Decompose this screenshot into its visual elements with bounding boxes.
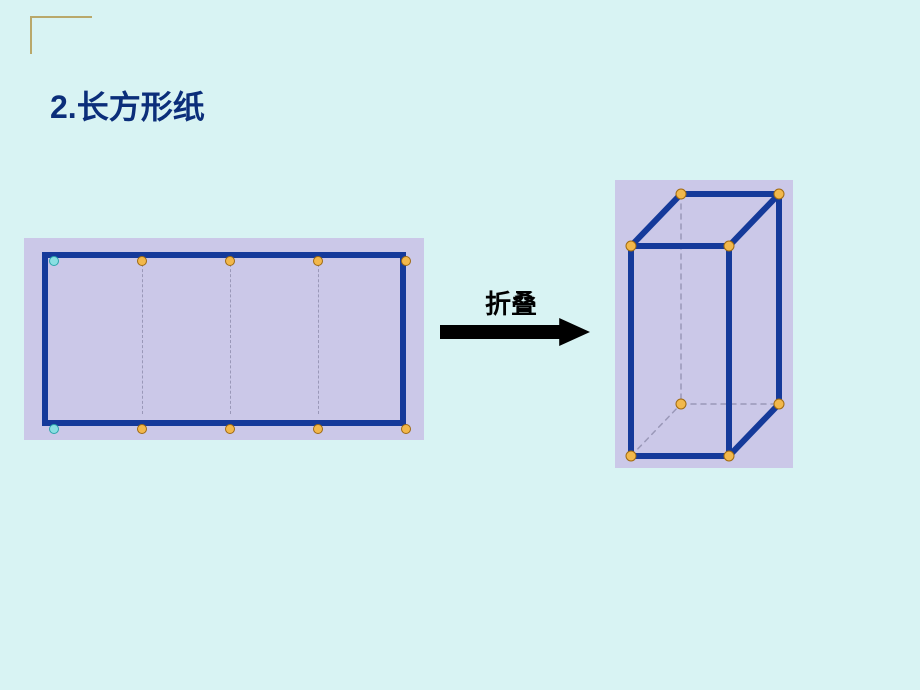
fold-line — [318, 264, 319, 414]
vertex-dot — [137, 256, 147, 266]
slide-root: 2.长方形纸 折叠 — [0, 0, 920, 690]
vertex-dot — [401, 256, 411, 266]
vertex-dot — [313, 424, 323, 434]
cuboid-svg — [615, 180, 793, 468]
vertex-dot — [313, 256, 323, 266]
vertex-dot — [401, 424, 411, 434]
flat-paper-rect — [42, 252, 406, 426]
slide-corner-mark — [30, 16, 92, 54]
fold-arrow: 折叠 — [440, 318, 590, 346]
fold-line — [142, 264, 143, 414]
fold-arrow-label: 折叠 — [485, 284, 537, 321]
vertex-dot — [137, 424, 147, 434]
vertex-dot — [225, 256, 235, 266]
flat-paper-panel — [24, 238, 424, 440]
arrow-icon — [440, 318, 590, 346]
vertex-dot — [225, 424, 235, 434]
vertex-dot — [49, 256, 59, 266]
fold-line — [230, 264, 231, 414]
slide-title: 2.长方形纸 — [50, 82, 205, 128]
vertex-dot — [49, 424, 59, 434]
cuboid-panel — [615, 180, 793, 468]
